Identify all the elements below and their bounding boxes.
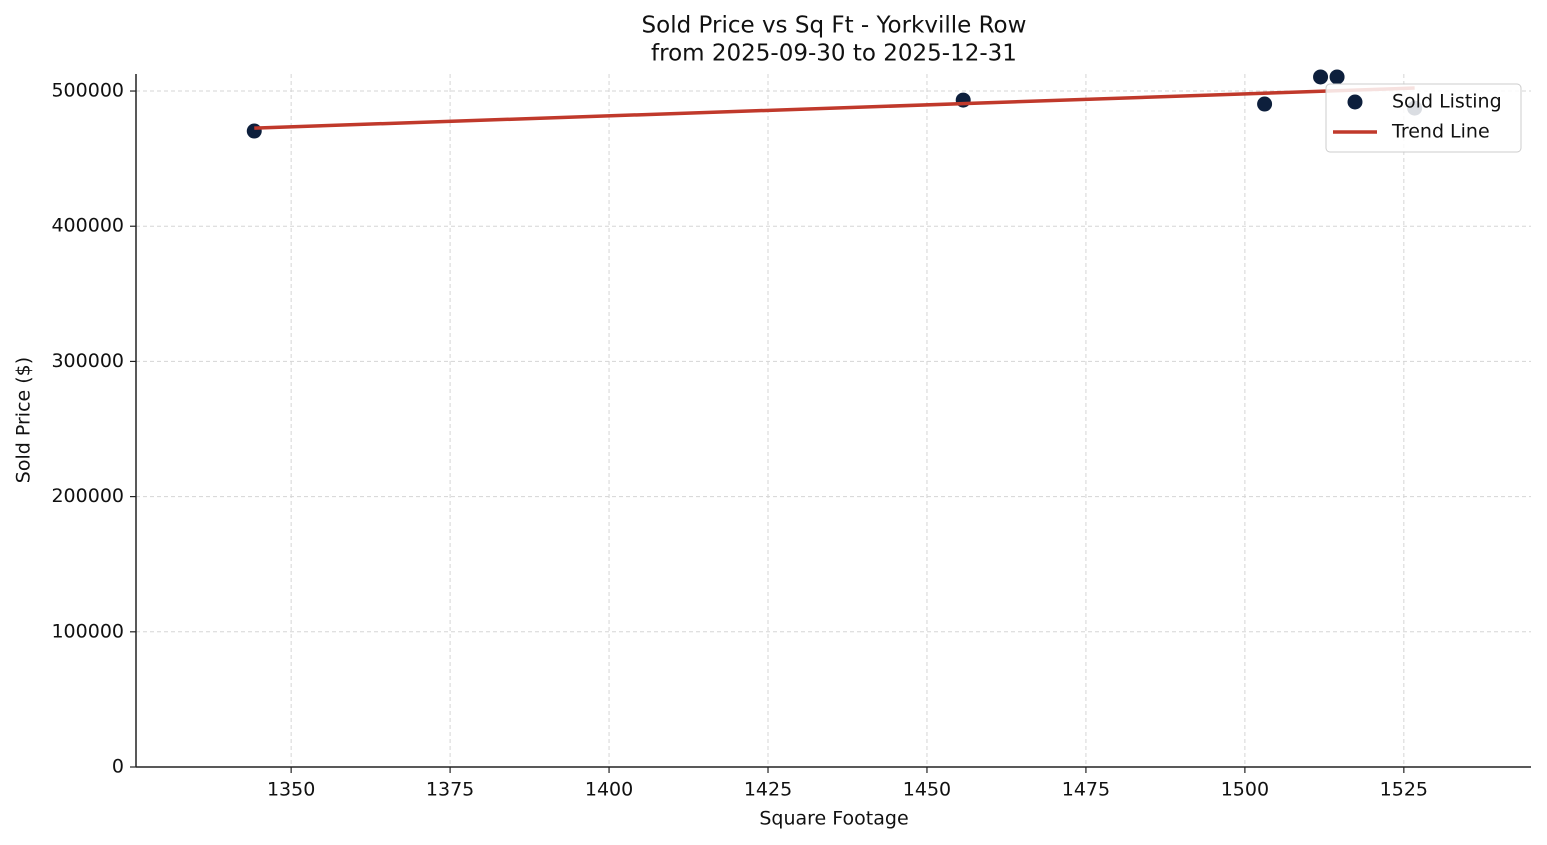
data-point xyxy=(1257,96,1273,112)
x-tick-label: 1375 xyxy=(426,779,474,801)
trend-line xyxy=(254,86,1415,130)
y-tick-label: 200000 xyxy=(51,485,124,507)
y-axis-label: Sold Price ($) xyxy=(13,357,35,483)
x-axis-label: Square Footage xyxy=(759,808,908,830)
chart-title: Sold Price vs Sq Ft - Yorkville Row xyxy=(642,13,1027,39)
y-tick-label: 100000 xyxy=(51,620,124,642)
y-tick-label: 500000 xyxy=(51,80,124,102)
y-tick-label: 300000 xyxy=(51,350,124,372)
x-tick-label: 1500 xyxy=(1221,779,1269,801)
x-tick-label: 1425 xyxy=(744,779,792,801)
legend-label: Trend Line xyxy=(1391,121,1490,143)
data-point xyxy=(246,123,262,139)
legend-box xyxy=(1325,83,1522,153)
legend-label: Sold Listing xyxy=(1392,91,1502,113)
legend-swatch xyxy=(1347,94,1363,110)
y-tick-label: 400000 xyxy=(51,215,124,237)
x-tick-label: 1400 xyxy=(585,779,633,801)
chart-subtitle: from 2025-09-30 to 2025-12-31 xyxy=(651,41,1017,67)
y-tick-label: 0 xyxy=(112,756,124,778)
data-point xyxy=(1329,69,1345,85)
data-point xyxy=(1313,69,1329,85)
x-tick-label: 1525 xyxy=(1380,779,1428,801)
x-tick-label: 1475 xyxy=(1062,779,1110,801)
x-tick-label: 1450 xyxy=(903,779,951,801)
x-tick-label: 1350 xyxy=(267,779,315,801)
